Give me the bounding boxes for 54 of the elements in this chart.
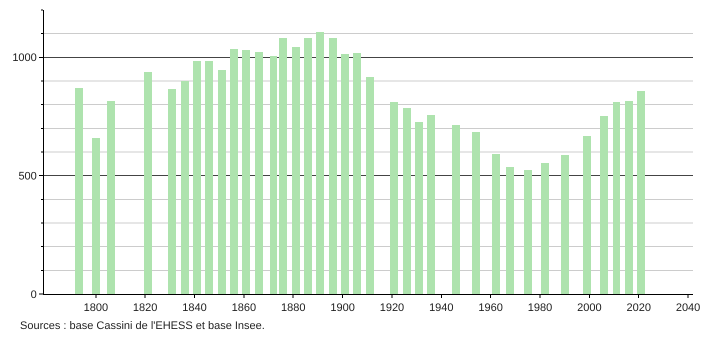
bar: [561, 155, 569, 294]
bar: [205, 61, 213, 294]
x-tick-label: 2000: [577, 302, 602, 314]
bar: [329, 38, 337, 294]
bar: [600, 116, 608, 294]
x-tick-label: 1920: [380, 302, 404, 314]
x-tick-label: 2020: [626, 302, 651, 314]
bar: [366, 77, 374, 294]
bar: [255, 52, 263, 294]
bar: [353, 53, 361, 294]
bar: [279, 38, 287, 294]
bar: [415, 122, 423, 294]
y-tick-label: 0: [30, 288, 37, 301]
bar: [181, 81, 189, 294]
bar: [270, 56, 277, 294]
x-tick-label: 1900: [330, 302, 355, 314]
x-tick-label: 1980: [528, 302, 552, 314]
bar: [625, 101, 633, 294]
bar: [316, 32, 324, 294]
y-tick-label: 1000: [12, 52, 37, 64]
x-tick-label: 1880: [281, 302, 306, 314]
bar: [524, 170, 532, 294]
x-tick-label: 2040: [676, 302, 700, 314]
bar: [92, 138, 100, 294]
bar: [242, 50, 250, 294]
bar: [144, 72, 152, 294]
x-tick-label: 1860: [232, 302, 256, 314]
bar: [292, 47, 300, 294]
bar: [541, 163, 549, 294]
y-tick-label: 500: [18, 170, 37, 183]
x-tick-label: 1840: [182, 302, 207, 314]
bar: [472, 132, 480, 294]
bar: [637, 91, 645, 294]
x-tick-label: 1940: [429, 302, 454, 314]
bar: [341, 54, 349, 294]
bar: [75, 88, 83, 294]
bar: [492, 154, 500, 294]
bar: [583, 136, 591, 294]
bar: [506, 167, 514, 294]
bar: [403, 108, 411, 294]
bar: [390, 102, 398, 294]
bar: [452, 125, 460, 294]
bar: [613, 102, 620, 294]
bar: [218, 70, 226, 294]
bar: [168, 89, 176, 294]
x-tick-label: 1800: [84, 302, 108, 314]
bar: [230, 49, 238, 294]
bar: [193, 61, 201, 294]
bar: [427, 115, 435, 294]
bar: [304, 38, 312, 294]
bar: [107, 101, 115, 294]
x-tick-label: 1960: [478, 302, 503, 314]
source-note: Sources : base Cassini de l'EHESS et base Insee.: [20, 320, 265, 332]
x-tick-label: 1820: [132, 302, 158, 314]
